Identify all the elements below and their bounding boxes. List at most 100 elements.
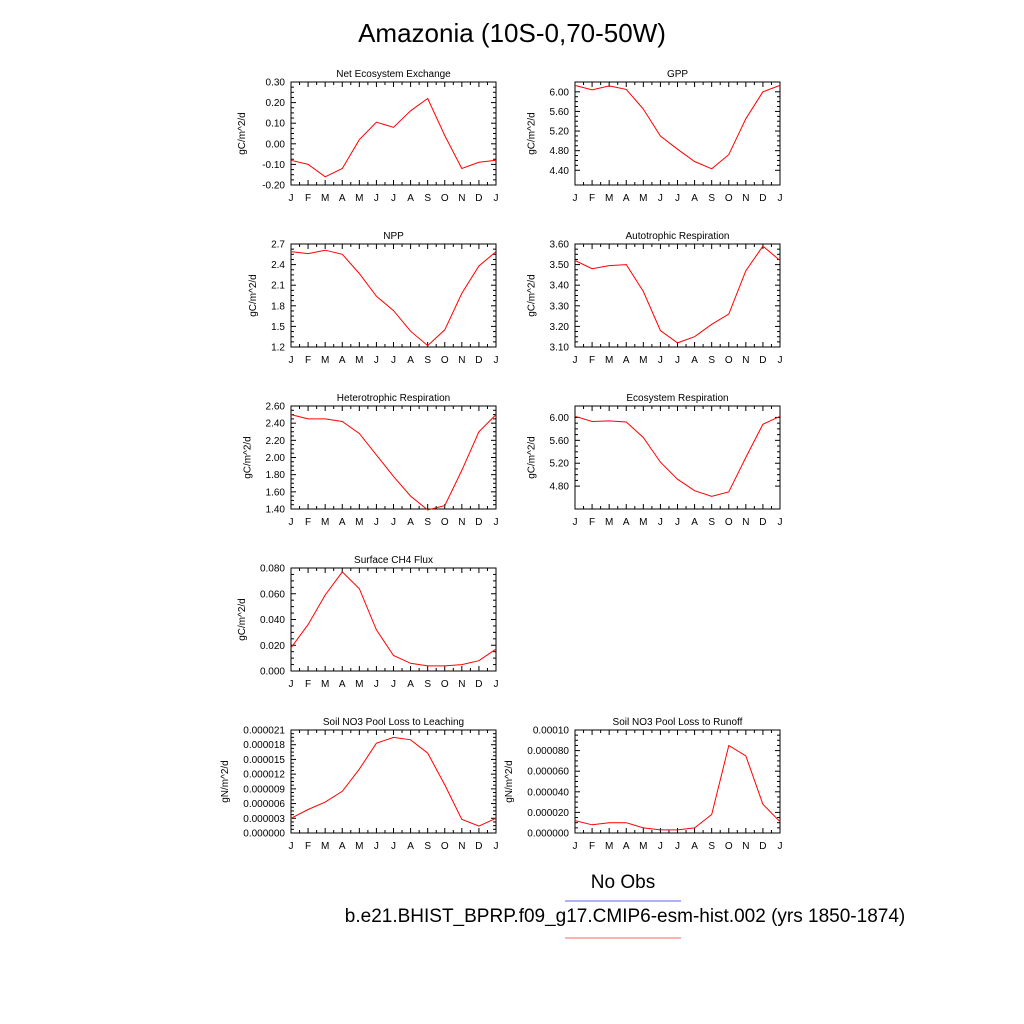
x-tick-label: J	[675, 841, 680, 852]
x-tick-label: O	[441, 193, 449, 204]
x-tick-label: F	[589, 517, 595, 528]
x-tick-label: J	[573, 193, 578, 204]
y-tick-label: 2.40	[266, 419, 286, 430]
y-axis-label: gC/m^2/d	[527, 112, 538, 155]
x-tick-label: O	[441, 841, 449, 852]
y-tick-label: 0.000080	[527, 746, 569, 757]
y-tick-label: -0.10	[262, 160, 285, 171]
series-line	[290, 571, 497, 667]
x-tick-label: J	[374, 517, 379, 528]
x-tick-label: A	[339, 193, 346, 204]
series-line	[290, 736, 497, 827]
y-tick-label: 0.020	[260, 641, 285, 652]
x-tick-label: A	[623, 841, 630, 852]
x-tick-label: J	[573, 355, 578, 366]
y-tick-label: 0.20	[266, 98, 286, 109]
x-tick-label: J	[374, 841, 379, 852]
x-tick-label: J	[374, 193, 379, 204]
y-tick-label: 0.000020	[527, 808, 569, 819]
y-tick-label: 4.40	[550, 166, 570, 177]
y-tick-label: 0.000060	[527, 767, 569, 778]
x-tick-label: J	[494, 517, 499, 528]
y-tick-label: 0.000000	[243, 829, 285, 840]
x-tick-label: M	[355, 517, 363, 528]
x-tick-label: J	[675, 517, 680, 528]
x-tick-label: J	[573, 841, 578, 852]
x-tick-label: A	[691, 517, 698, 528]
y-tick-label: 2.1	[271, 281, 285, 292]
x-tick-label: M	[355, 193, 363, 204]
x-tick-label: J	[494, 355, 499, 366]
x-tick-label: F	[589, 355, 595, 366]
y-tick-label: 5.60	[550, 107, 570, 118]
y-tick-label: 6.00	[550, 87, 570, 98]
x-tick-label: J	[289, 355, 294, 366]
plot-frame	[290, 729, 497, 834]
x-tick-label: A	[623, 517, 630, 528]
y-tick-label: 5.60	[550, 436, 570, 447]
y-tick-label: -0.20	[262, 181, 285, 192]
y-axis-label: gC/m^2/d	[237, 598, 248, 641]
x-tick-label: A	[339, 679, 346, 690]
x-tick-label: A	[407, 679, 414, 690]
x-tick-label: D	[475, 193, 482, 204]
y-tick-label: 0.30	[266, 78, 286, 89]
x-tick-label: S	[424, 841, 431, 852]
x-tick-label: O	[725, 517, 733, 528]
x-tick-label: J	[289, 841, 294, 852]
panel-title: Autotrophic Respiration	[626, 231, 730, 242]
panel-title: Surface CH4 Flux	[354, 555, 433, 566]
y-tick-label: 4.80	[550, 482, 570, 493]
x-tick-label: N	[742, 517, 749, 528]
x-tick-label: J	[573, 517, 578, 528]
plot-frame	[290, 405, 497, 510]
x-tick-label: M	[321, 841, 329, 852]
x-tick-label: S	[424, 355, 431, 366]
x-tick-label: A	[691, 193, 698, 204]
y-tick-label: 0.000003	[243, 814, 285, 825]
y-tick-label: 1.2	[271, 343, 285, 354]
panel-title: Net Ecosystem Exchange	[336, 69, 451, 80]
x-tick-label: M	[639, 841, 647, 852]
x-tick-label: M	[321, 679, 329, 690]
series-line	[574, 245, 781, 344]
x-tick-label: A	[407, 517, 414, 528]
x-tick-label: N	[458, 355, 465, 366]
series-line	[574, 744, 781, 831]
y-tick-label: 0.080	[260, 564, 285, 575]
y-tick-label: 0.060	[260, 589, 285, 600]
y-axis-label: gN/m^2/d	[504, 760, 515, 803]
x-tick-label: J	[658, 193, 663, 204]
x-tick-label: O	[725, 355, 733, 366]
x-tick-label: N	[742, 841, 749, 852]
x-tick-label: N	[458, 679, 465, 690]
y-tick-label: 2.00	[266, 453, 286, 464]
x-tick-label: F	[589, 193, 595, 204]
y-tick-label: 0.000021	[243, 726, 285, 737]
x-tick-label: M	[355, 841, 363, 852]
x-tick-label: J	[494, 679, 499, 690]
x-tick-label: J	[289, 517, 294, 528]
plot-frame	[290, 243, 497, 348]
x-tick-label: M	[321, 355, 329, 366]
x-tick-label: J	[391, 517, 396, 528]
y-tick-label: 2.4	[271, 260, 285, 271]
x-tick-label: M	[355, 679, 363, 690]
y-tick-label: 3.20	[550, 322, 570, 333]
x-tick-label: M	[605, 841, 613, 852]
panel-title: Soil NO3 Pool Loss to Leaching	[323, 717, 464, 728]
x-tick-label: A	[407, 841, 414, 852]
y-tick-label: 0.000015	[243, 755, 285, 766]
x-tick-label: N	[458, 193, 465, 204]
x-tick-label: S	[708, 355, 715, 366]
x-tick-label: J	[391, 355, 396, 366]
x-tick-label: M	[321, 517, 329, 528]
x-tick-label: J	[778, 193, 783, 204]
x-tick-label: J	[778, 841, 783, 852]
x-tick-label: S	[708, 193, 715, 204]
x-tick-label: D	[475, 355, 482, 366]
x-tick-label: S	[424, 517, 431, 528]
y-tick-label: 1.60	[266, 487, 286, 498]
x-tick-label: M	[605, 355, 613, 366]
